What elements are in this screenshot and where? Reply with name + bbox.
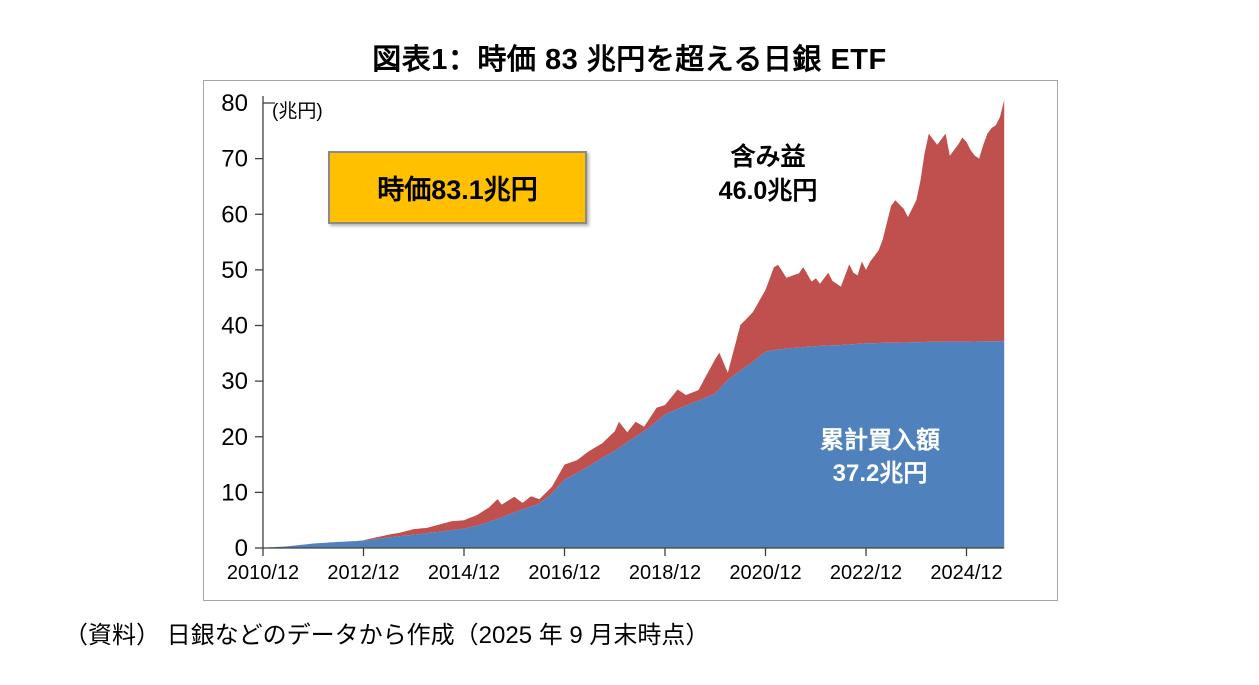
market-value-callout-label: 時価83.1兆円 — [377, 175, 538, 205]
x-tick-label: 2010/12 — [227, 562, 299, 584]
x-tick-label: 2020/12 — [729, 562, 801, 584]
y-axis-unit-label: (兆円) — [272, 100, 323, 122]
purchases-annotation-line1: 累計買入額 — [820, 427, 940, 454]
y-tick-label: 70 — [221, 146, 248, 173]
stacked-area-chart: 0 10 20 30 40 50 60 70 80 2010/12 2012/12 2014/12 20… — [203, 80, 1058, 601]
purchases-annotation-line2: 37.2兆円 — [832, 460, 928, 487]
gain-annotation-line1: 含み益 — [730, 143, 806, 171]
source-note: （資料） 日銀などのデータから作成（2025 年 9 月末時点） — [64, 622, 710, 649]
gain-annotation: 含み益 46.0兆円 — [719, 140, 818, 208]
y-tick-label: 30 — [221, 368, 248, 395]
y-tick-label: 40 — [221, 313, 248, 340]
x-tick-label: 2022/12 — [830, 562, 902, 584]
y-tick-label: 60 — [221, 201, 248, 228]
y-tick-label: 0 — [235, 535, 248, 562]
gain-area — [263, 100, 1005, 548]
x-tick-label: 2018/12 — [629, 562, 701, 584]
y-tick-label: 80 — [221, 90, 248, 117]
market-value-callout: 時価83.1兆円 — [328, 151, 587, 224]
purchases-annotation: 累計買入額 37.2兆円 — [820, 424, 940, 490]
y-tick-label: 50 — [221, 257, 248, 284]
y-tick-label: 10 — [221, 479, 248, 506]
purchases-area — [263, 341, 1005, 548]
x-tick-label: 2012/12 — [327, 562, 399, 584]
x-tick-label: 2024/12 — [930, 562, 1002, 584]
x-tick-label: 2016/12 — [528, 562, 600, 584]
x-tick-label: 2014/12 — [428, 562, 500, 584]
gain-annotation-line2: 46.0兆円 — [718, 177, 818, 205]
chart-title: 図表1：時価 83 兆円を超える日銀 ETF — [372, 44, 887, 76]
y-tick-label: 20 — [221, 424, 248, 451]
